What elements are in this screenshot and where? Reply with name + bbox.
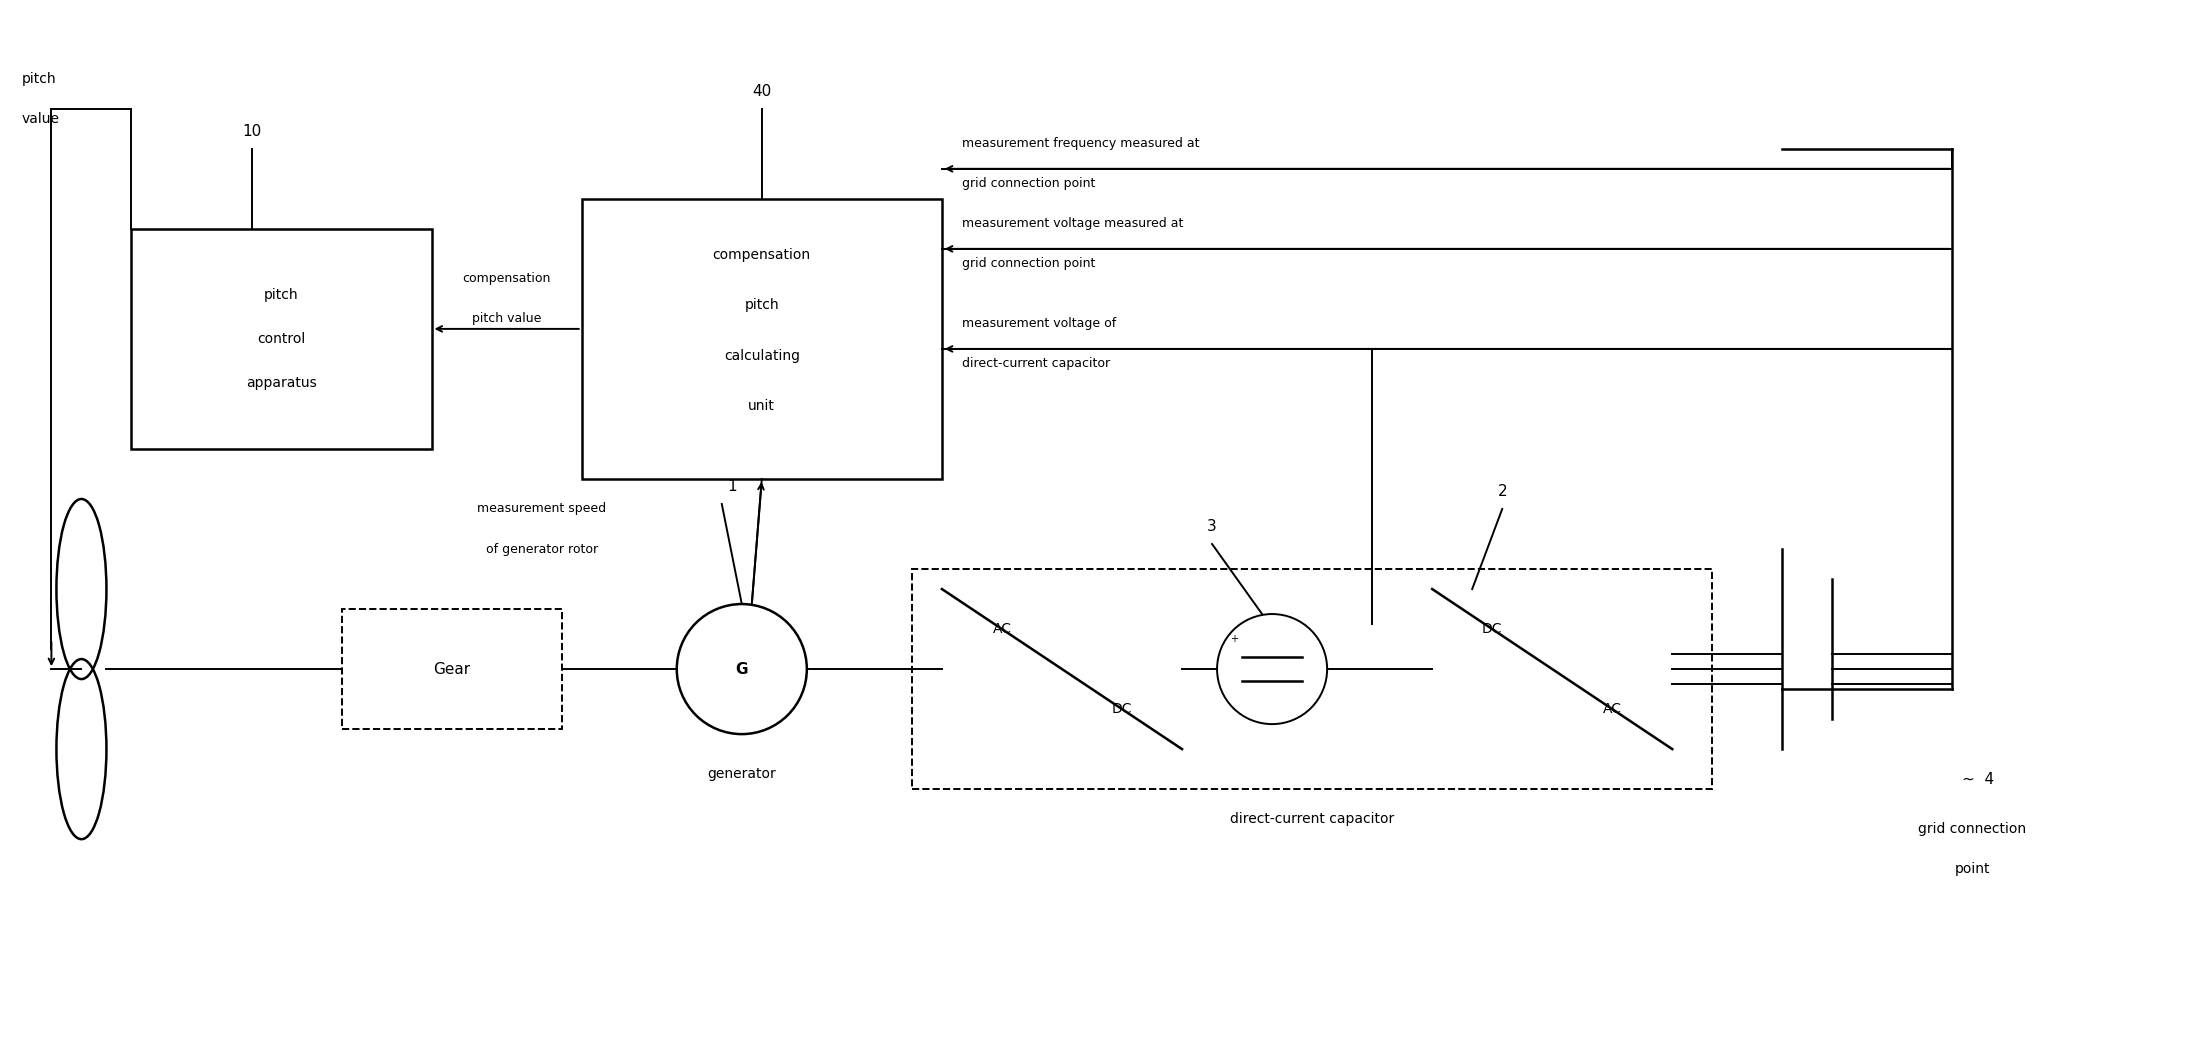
Bar	[912, 569, 1713, 789]
Bar	[132, 229, 432, 449]
Text: direct-current capacitor: direct-current capacitor	[961, 358, 1111, 370]
Text: control: control	[258, 332, 306, 346]
Text: 10: 10	[242, 124, 260, 139]
Text: grid connection point: grid connection point	[961, 257, 1095, 271]
Text: AC: AC	[992, 622, 1012, 636]
Text: 3: 3	[1208, 519, 1217, 534]
Text: point: point	[1955, 862, 1990, 876]
Text: 40: 40	[752, 84, 771, 98]
Bar	[941, 589, 1181, 749]
Text: grid connection: grid connection	[1917, 822, 2025, 836]
Text: unit: unit	[749, 399, 776, 413]
Bar	[582, 199, 941, 479]
Circle shape	[1217, 614, 1327, 724]
Text: compensation: compensation	[712, 248, 811, 261]
Text: 2: 2	[1497, 484, 1508, 499]
Text: calculating: calculating	[723, 349, 800, 363]
Text: direct-current capacitor: direct-current capacitor	[1230, 813, 1395, 826]
Text: +: +	[1230, 634, 1239, 644]
Text: AC: AC	[1602, 703, 1622, 716]
Text: pitch value: pitch value	[472, 312, 542, 326]
Text: DC: DC	[1111, 703, 1133, 716]
Text: apparatus: apparatus	[247, 376, 317, 390]
Text: of generator rotor: of generator rotor	[485, 543, 597, 555]
Text: ~  4: ~ 4	[1962, 771, 1995, 787]
Text: G: G	[736, 661, 747, 676]
Text: value: value	[22, 112, 60, 126]
Text: pitch: pitch	[22, 72, 55, 86]
Text: compensation: compensation	[463, 272, 551, 286]
Circle shape	[677, 604, 807, 734]
Text: generator: generator	[707, 767, 776, 781]
Text: pitch: pitch	[745, 298, 780, 312]
Text: measurement voltage measured at: measurement voltage measured at	[961, 217, 1184, 231]
Text: measurement frequency measured at: measurement frequency measured at	[961, 138, 1199, 150]
Text: pitch: pitch	[264, 288, 300, 302]
Text: measurement speed: measurement speed	[476, 503, 606, 515]
Text: 1: 1	[727, 479, 736, 494]
Bar	[1433, 589, 1673, 749]
Text: DC: DC	[1481, 622, 1503, 636]
Text: grid connection point: grid connection point	[961, 178, 1095, 190]
Bar	[342, 609, 562, 729]
Text: Gear: Gear	[432, 661, 469, 676]
Text: measurement voltage of: measurement voltage of	[961, 317, 1115, 330]
